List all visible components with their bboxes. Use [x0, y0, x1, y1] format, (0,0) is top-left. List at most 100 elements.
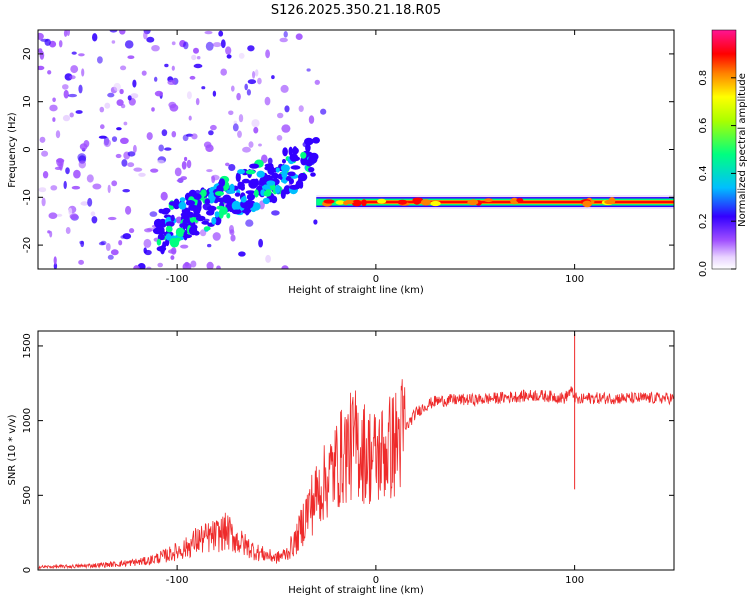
spectrogram-blob	[71, 51, 77, 55]
spectrogram-blob	[171, 247, 177, 255]
tone-blob	[397, 199, 408, 205]
tone-blob	[420, 199, 431, 206]
spectrogram-blob	[161, 129, 168, 137]
spectrogram-blob	[180, 244, 189, 249]
spectrogram-blob	[151, 45, 160, 52]
tone-blob	[467, 199, 479, 206]
tone-blob	[484, 198, 493, 203]
spectrogram-blob	[308, 167, 315, 173]
spectrogram-blob	[157, 262, 163, 268]
spectrogram-blob	[64, 73, 73, 81]
spectrogram-blob	[282, 159, 286, 164]
spectrogram-blob	[247, 45, 255, 52]
spectrogram-ylabel: Frequency (Hz)	[7, 112, 18, 188]
spectrogram-blob	[266, 180, 276, 186]
spectrogram-blob	[281, 124, 291, 133]
spectrogram-blob	[212, 42, 222, 48]
spectrogram-blob	[290, 165, 301, 170]
spectrogram-blob	[158, 144, 164, 152]
spectrogram-blob	[38, 187, 47, 193]
spectrogram-blob	[264, 96, 271, 106]
spectrogram-blob	[170, 255, 175, 260]
spectrogram-blob	[195, 98, 200, 106]
spectrogram-blob	[56, 213, 63, 217]
spectrogram-blob	[287, 171, 296, 177]
spectrogram-blob	[53, 256, 57, 265]
spectrogram-blob	[183, 231, 188, 241]
spectrogram-blob	[185, 200, 196, 206]
spectrogram-blob	[306, 68, 311, 72]
spectrogram-blob	[165, 225, 173, 233]
spectrogram-blob	[107, 184, 111, 194]
spectrogram-blob	[111, 136, 118, 143]
spectrogram-blob	[226, 54, 232, 59]
x-tick-label: 0	[373, 274, 379, 285]
spectrogram-blob	[38, 65, 45, 71]
spectrogram-blob	[214, 211, 220, 218]
spectrogram-blob	[71, 185, 81, 190]
spectrogram-blob	[184, 261, 190, 267]
spectrogram-blob	[313, 219, 318, 225]
spectrogram-blob	[235, 172, 241, 183]
spectrogram-blob	[160, 191, 168, 201]
spectrogram-blob	[113, 82, 121, 92]
tone-blob	[608, 197, 616, 204]
spectrogram-blob	[171, 65, 175, 71]
spectrogram-blob	[186, 91, 192, 100]
spectrogram-blob	[98, 135, 107, 139]
spectrogram-blob	[189, 226, 198, 236]
spectrogram-blob	[127, 95, 132, 101]
spectrogram-blob	[79, 143, 88, 151]
spectrogram-blob	[122, 189, 130, 193]
spectrogram-blob	[120, 235, 126, 239]
spectrogram-blob	[111, 40, 116, 44]
spectrogram-blob	[251, 119, 260, 128]
spectrogram-blob	[42, 171, 49, 179]
spectrogram-blob	[310, 172, 316, 177]
spectrogram-blob	[289, 153, 298, 162]
snr-xlabel: Height of straight line (km)	[288, 585, 424, 596]
spectrogram-blob	[119, 88, 124, 95]
y-tick-label: 20	[22, 48, 33, 61]
spectrogram-blob	[146, 36, 155, 43]
spectrogram-blob	[55, 130, 61, 139]
spectrogram-blob	[130, 93, 139, 99]
spectrogram-blob	[279, 37, 288, 43]
spectrogram-blob	[305, 159, 313, 167]
spectrogram-blob	[226, 212, 231, 219]
spectrogram-blob	[231, 200, 241, 211]
spectrogram-blob	[91, 216, 98, 224]
spectrogram-blob	[115, 153, 122, 159]
tone-blob	[377, 198, 387, 204]
spectrogram-blob	[216, 265, 221, 269]
spectrogram-blob	[292, 146, 298, 153]
spectrogram-blob	[258, 143, 262, 147]
spectrogram-blob	[200, 189, 207, 198]
y-tick-label: 0	[22, 567, 33, 573]
spectrogram-blob	[92, 183, 102, 190]
spectrogram-blob	[204, 30, 213, 35]
spectrogram-blob	[304, 137, 314, 146]
spectrogram-blob	[59, 162, 63, 171]
spectrogram-blob	[271, 172, 279, 179]
spectrogram-blob	[218, 30, 224, 37]
spectrogram-blob	[275, 184, 281, 194]
spectrogram-blob	[47, 70, 52, 75]
spectrogram-blob	[308, 115, 315, 124]
spectrogram-blob	[265, 49, 270, 59]
spectrogram-blob	[78, 160, 87, 169]
spectrogram-blob	[127, 162, 135, 168]
spectrogram-blob	[188, 204, 198, 211]
tone-blob	[582, 200, 593, 208]
spectrogram-blob	[171, 131, 177, 138]
spectrogram-blob	[276, 135, 283, 141]
spectrogram-blob	[103, 139, 112, 148]
spectrogram-blob	[280, 164, 290, 172]
spectrogram-blob	[79, 240, 84, 245]
spectrogram-blob	[184, 156, 188, 162]
y-tick-label: 1500	[22, 333, 33, 358]
spectrogram-blob	[201, 220, 209, 225]
spectrogram-blob	[205, 144, 214, 152]
spectrogram-blob	[298, 105, 304, 112]
